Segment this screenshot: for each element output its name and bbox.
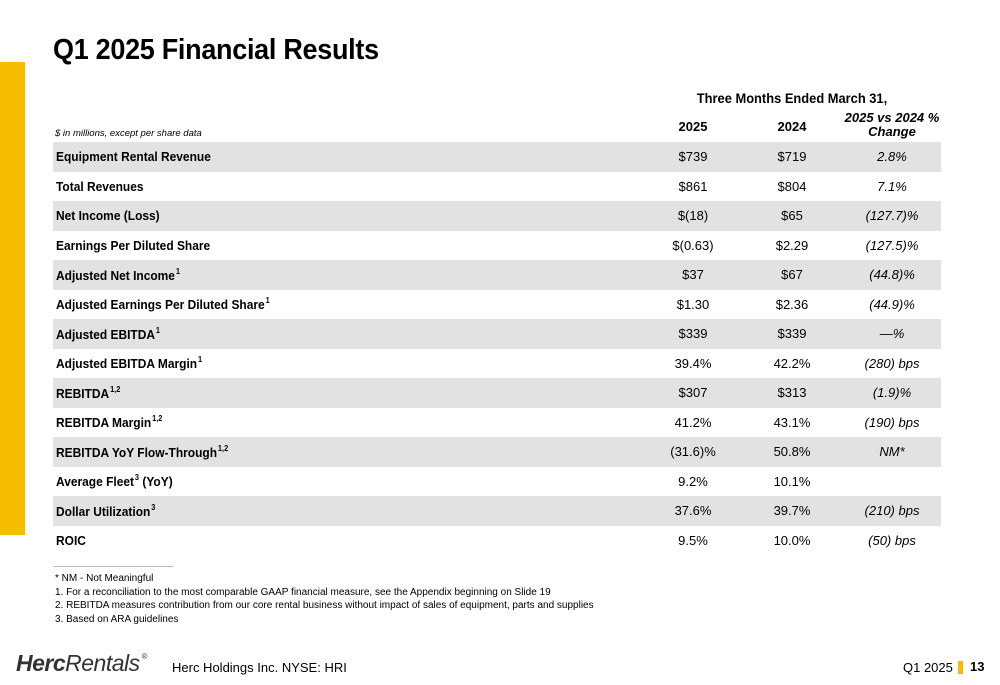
column-header-2024: 2024 — [777, 119, 807, 134]
column-header-change: 2025 vs 2024 % Change — [842, 111, 942, 139]
value-change: (127.7)% — [865, 208, 919, 224]
value-change: (280) bps — [864, 355, 920, 371]
value-change: (1.9)% — [872, 385, 912, 401]
row-label: REBITDA Margin1,2 — [56, 414, 163, 431]
value-2024: 50.8% — [773, 444, 811, 460]
footer-quarter: Q1 2025 — [903, 660, 953, 675]
row-label: Dollar Utilization3 — [56, 502, 156, 519]
table-row: Equipment Rental Revenue $739 $719 2.8% — [53, 142, 941, 172]
row-label: Adjusted Earnings Per Diluted Share1 — [56, 296, 270, 313]
footnote: 2. REBITDA measures contribution from ou… — [55, 600, 594, 611]
value-2024: 42.2% — [773, 355, 811, 371]
footnote-ref: 1,2 — [217, 443, 229, 453]
row-label: REBITDA YoY Flow-Through1,2 — [56, 443, 229, 460]
value-change: 2.8% — [877, 149, 907, 165]
footnote-ref: 1 — [155, 325, 161, 335]
value-2024: $313 — [777, 385, 807, 401]
footnotes: * NM - Not Meaningful 1. For a reconcili… — [55, 572, 594, 626]
company-ticker: Herc Holdings Inc. NYSE: HRI — [172, 660, 347, 675]
table-row: Adjusted Earnings Per Diluted Share1 $1.… — [53, 290, 941, 320]
table-row: Earnings Per Diluted Share $(0.63) $2.29… — [53, 231, 941, 261]
value-2024: $804 — [777, 178, 807, 194]
footnote-ref: 1,2 — [110, 384, 121, 394]
value-2025: $861 — [678, 178, 708, 194]
period-header: Three Months Ended March 31, — [696, 90, 888, 106]
value-2025: $(0.63) — [672, 237, 714, 253]
table-row: REBITDA Margin1,2 41.2% 43.1% (190) bps — [53, 408, 941, 438]
value-2025: 41.2% — [674, 414, 712, 430]
change-header-line2: Change — [868, 124, 916, 139]
footnote: 1. For a reconciliation to the most comp… — [55, 586, 551, 598]
row-label: Net Income (Loss) — [56, 208, 160, 224]
value-change: —% — [879, 326, 905, 342]
table-row: REBITDA YoY Flow-Through1,2 (31.6)% 50.8… — [53, 437, 941, 467]
value-2025: 9.5% — [678, 532, 708, 548]
value-change: (44.8)% — [869, 267, 915, 283]
value-change: (127.5)% — [865, 237, 919, 253]
financial-table: Equipment Rental Revenue $739 $719 2.8% … — [53, 142, 941, 555]
footnote-divider — [53, 566, 173, 567]
value-2024: $2.36 — [775, 296, 809, 312]
table-row: Adjusted EBITDA1 $339 $339 —% — [53, 319, 941, 349]
footnote-ref: 3 — [134, 473, 140, 483]
row-label: Average Fleet3 (YoY) — [56, 473, 173, 490]
footnote-ref: 1 — [198, 355, 203, 365]
footnote-ref: 1 — [175, 266, 180, 276]
value-2024: 10.0% — [773, 532, 811, 548]
value-2024: 10.1% — [773, 473, 811, 489]
value-change: (44.9)% — [869, 296, 915, 312]
row-label: Adjusted EBITDA Margin1 — [56, 355, 203, 372]
value-2025: $307 — [678, 385, 708, 401]
value-2024: $339 — [777, 326, 807, 342]
value-2024: 43.1% — [773, 414, 811, 430]
value-2024: $65 — [781, 208, 803, 224]
value-change: (190) bps — [864, 414, 920, 430]
herc-rentals-logo: HercRentals ® — [16, 650, 148, 676]
page-number: 13 — [970, 659, 985, 674]
value-change: NM* — [879, 444, 905, 460]
value-2025: 37.6% — [674, 503, 712, 519]
row-label: Earnings Per Diluted Share — [56, 237, 211, 253]
value-2025: $(18) — [677, 208, 709, 224]
table-row: Total Revenues $861 $804 7.1% — [53, 172, 941, 202]
value-2025: $339 — [678, 326, 708, 342]
value-2024: $67 — [781, 267, 803, 283]
value-2024: $2.29 — [775, 237, 809, 253]
table-row: Average Fleet3 (YoY) 9.2% 10.1% — [53, 467, 941, 497]
row-label: Total Revenues — [56, 178, 144, 194]
row-label: Adjusted Net Income1 — [56, 266, 180, 283]
row-label: ROIC — [56, 532, 86, 548]
footnote-ref: 1,2 — [152, 414, 163, 424]
change-header-line1: 2025 vs 2024 % — [844, 110, 940, 125]
value-change: (50) bps — [868, 532, 916, 548]
row-label: REBITDA1,2 — [56, 384, 121, 401]
column-header-2025: 2025 — [678, 119, 708, 134]
table-row: REBITDA1,2 $307 $313 (1.9)% — [53, 378, 941, 408]
footnote: * NM - Not Meaningful — [55, 573, 154, 584]
value-2025: $739 — [678, 149, 708, 165]
table-row: Dollar Utilization3 37.6% 39.7% (210) bp… — [53, 496, 941, 526]
footnote-ref: 1 — [265, 296, 270, 306]
value-change: 7.1% — [877, 178, 907, 194]
row-label: Equipment Rental Revenue — [56, 149, 211, 165]
row-label: Adjusted EBITDA1 — [56, 325, 161, 342]
page-marker — [958, 661, 963, 674]
value-change: (210) bps — [864, 503, 920, 519]
value-2025: 9.2% — [678, 473, 708, 489]
table-row: Adjusted EBITDA Margin1 39.4% 42.2% (280… — [53, 349, 941, 379]
table-row: Net Income (Loss) $(18) $65 (127.7)% — [53, 201, 941, 231]
accent-bar — [0, 62, 25, 535]
value-2025: $37 — [682, 267, 704, 283]
table-row: Adjusted Net Income1 $37 $67 (44.8)% — [53, 260, 941, 290]
value-2025: $1.30 — [676, 296, 710, 312]
value-2025: (31.6)% — [670, 444, 716, 460]
footnote: 3. Based on ARA guidelines — [55, 613, 179, 625]
value-2024: 39.7% — [773, 503, 811, 519]
value-2025: 39.4% — [674, 355, 712, 371]
units-note: $ in millions, except per share data — [55, 128, 202, 139]
slide-title: Q1 2025 Financial Results — [53, 34, 379, 66]
footnote-ref: 3 — [151, 502, 156, 512]
table-row: ROIC 9.5% 10.0% (50) bps — [53, 526, 941, 556]
value-2024: $719 — [777, 149, 807, 165]
